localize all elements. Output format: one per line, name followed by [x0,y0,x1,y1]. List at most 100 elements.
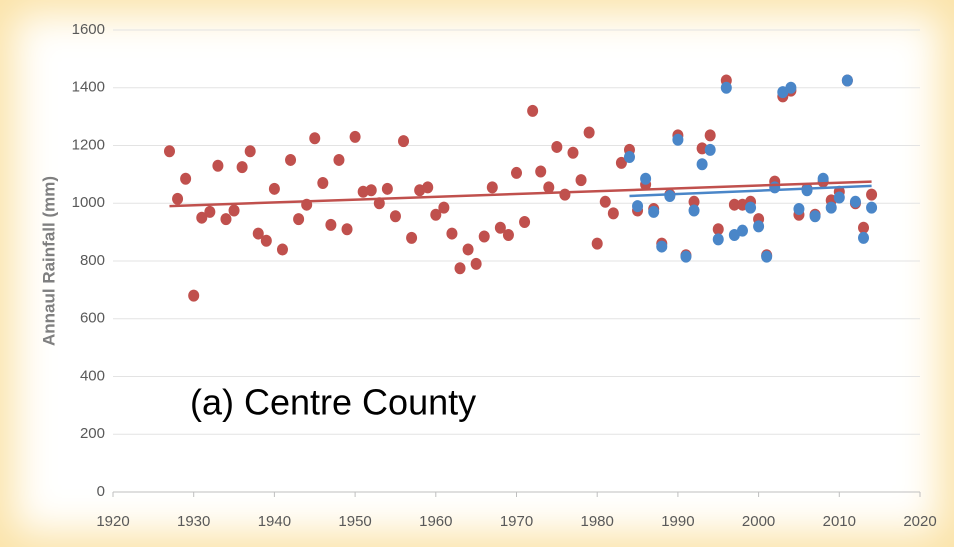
y-tick-label: 1200 [72,136,105,153]
point [704,129,716,142]
point [180,172,192,185]
point [688,195,700,208]
point [511,166,522,179]
x-tick-label: 1960 [419,513,452,530]
point [728,198,740,211]
point [333,153,345,166]
point [841,74,853,87]
point [365,184,377,197]
point [858,231,870,244]
point [389,210,401,223]
point [502,229,514,242]
point [196,211,208,224]
point [567,146,579,159]
point [252,227,264,240]
point [438,201,450,214]
point [462,243,474,256]
point [163,145,175,158]
y-tick-label: 800 [80,252,105,269]
point [817,172,829,185]
point [640,172,652,185]
point [745,201,757,214]
point [220,213,232,226]
point [696,142,708,155]
y-tick-label: 0 [97,483,105,500]
trend-line [169,180,872,208]
point [720,81,732,94]
point [632,200,644,213]
point [349,130,361,143]
point [866,188,878,201]
point [615,156,627,169]
y-tick-label: 1600 [72,21,105,38]
point [769,181,781,194]
point [583,126,595,139]
point [325,218,337,231]
point [559,188,571,201]
point [849,195,861,208]
point [398,135,410,148]
point [801,184,813,197]
point [293,213,305,226]
point [236,161,248,174]
point [519,216,531,229]
point [785,81,797,94]
point [188,289,200,302]
annotation: (a) Centre County [190,382,476,423]
y-axis-label: Annaul Rainfall (mm) [39,176,58,346]
point [212,159,224,172]
point [494,221,506,234]
point [696,158,708,171]
point [244,145,256,158]
y-tick-label: 400 [80,367,105,384]
point [607,207,619,220]
point [527,104,539,117]
x-tick-label: 1980 [581,513,614,530]
point [341,223,353,236]
x-tick-label: 2010 [823,513,856,530]
point [454,262,466,275]
point [486,181,498,194]
point [172,192,184,205]
point [664,190,676,203]
point [430,208,442,221]
point [551,140,563,153]
point [599,195,611,208]
point [793,203,805,216]
point [688,204,700,217]
point [543,181,555,194]
point [422,181,434,194]
point [825,201,837,214]
point [736,224,748,237]
point [712,223,724,236]
point [285,153,297,166]
x-tick-label: 2000 [742,513,775,530]
point [470,257,482,270]
point [866,201,878,214]
point [858,221,870,234]
point [268,182,280,195]
point [309,132,321,145]
x-tick-label: 1940 [258,513,291,530]
point [704,143,716,156]
point [591,237,603,250]
point [204,205,216,218]
point [317,177,329,190]
point [357,185,369,198]
y-tick-label: 600 [80,310,105,327]
y-tick-label: 1400 [72,79,105,96]
point [672,133,684,146]
y-tick-label: 1000 [72,194,105,211]
point [575,174,587,187]
point [833,191,845,204]
point [648,205,660,218]
point [535,165,547,178]
point [381,182,393,195]
trend-line [629,184,872,198]
x-tick-label: 1970 [500,513,533,530]
x-tick-label: 2020 [903,513,936,530]
point [446,227,458,240]
point [753,220,765,233]
x-tick-label: 1920 [96,513,129,530]
